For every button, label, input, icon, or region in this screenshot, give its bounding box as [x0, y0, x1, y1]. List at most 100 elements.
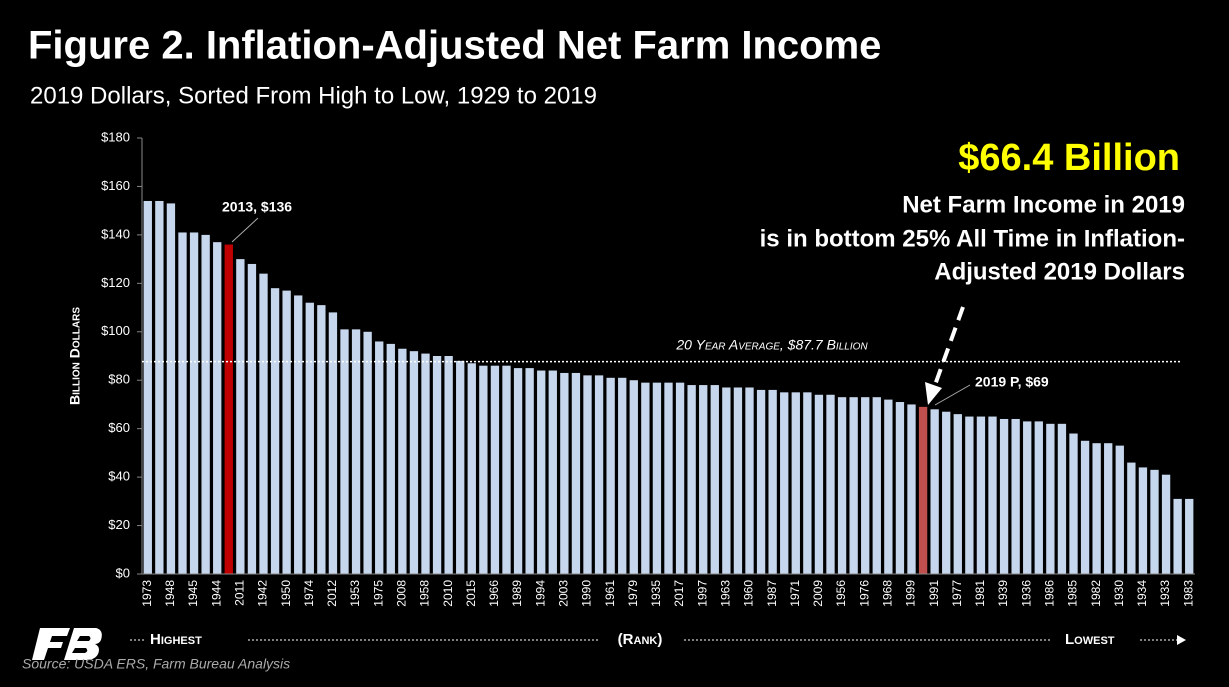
x-tick-label: 1989 — [510, 580, 524, 607]
bar — [409, 351, 419, 574]
bar — [722, 387, 731, 574]
bar — [1046, 423, 1055, 574]
bar — [351, 329, 361, 574]
x-tick-label: 1971 — [788, 580, 802, 607]
bar — [166, 203, 176, 574]
bar — [537, 370, 546, 574]
bar — [687, 385, 696, 574]
x-tick-label: 1991 — [927, 580, 941, 607]
x-tick-label: 1950 — [279, 580, 293, 607]
bar — [895, 402, 905, 574]
annotation-2013: 2013, $136 — [222, 199, 292, 215]
x-tick-label: 1985 — [1066, 580, 1080, 607]
y-tick-label: $140 — [101, 226, 130, 241]
x-tick-label: 1945 — [186, 580, 200, 607]
bar — [432, 356, 442, 574]
y-tick-label: $0 — [116, 565, 130, 580]
bar — [178, 232, 187, 574]
bar — [1092, 443, 1101, 574]
bar — [1127, 462, 1136, 574]
bar — [525, 368, 534, 574]
bar — [155, 200, 164, 574]
bar — [189, 232, 199, 574]
bar — [907, 404, 916, 574]
bar — [976, 416, 986, 574]
x-tick-label: 1977 — [950, 580, 964, 607]
x-tick-label: 1953 — [348, 580, 362, 607]
bar — [467, 363, 476, 574]
x-tick-label: 1997 — [695, 580, 709, 607]
bar — [571, 372, 581, 574]
bar — [201, 234, 210, 574]
bar — [1011, 418, 1020, 574]
leader-line — [231, 217, 259, 243]
bar — [768, 389, 777, 574]
x-tick-label: 1986 — [1043, 580, 1057, 607]
bar — [305, 302, 314, 574]
chart-subtitle: 2019 Dollars, Sorted From High to Low, 1… — [30, 82, 597, 109]
bar — [1057, 423, 1067, 574]
bar — [965, 416, 974, 574]
arrow-head — [925, 382, 942, 405]
bar — [745, 387, 754, 574]
bar — [490, 365, 500, 574]
bar — [502, 365, 511, 574]
bar — [710, 385, 719, 574]
x-tick-label: 1983 — [1181, 580, 1195, 607]
reference-label: 20 Year Average, $87.7 Billion — [675, 336, 868, 352]
x-tick-label: 1942 — [256, 580, 270, 607]
bar — [560, 372, 569, 574]
bar — [421, 353, 430, 574]
x-tick-label: 1960 — [742, 580, 756, 607]
x-tick-label: 1979 — [626, 580, 640, 607]
x-tick-label: 2011 — [233, 580, 247, 606]
x-tick-label: 1956 — [834, 580, 848, 607]
bar — [143, 200, 152, 574]
rank-high: Highest — [150, 631, 202, 648]
y-axis-label: Billion Dollars — [67, 307, 83, 405]
x-tick-label: 1999 — [904, 580, 918, 607]
y-tick-label: $100 — [101, 323, 130, 338]
bar — [224, 244, 233, 575]
rank-low: Lowest — [1065, 631, 1115, 648]
x-tick-label: 1966 — [487, 580, 501, 607]
x-tick-label: 2008 — [395, 580, 409, 607]
logo — [32, 628, 102, 660]
bar — [953, 414, 962, 574]
bar — [1150, 469, 1159, 574]
bar — [849, 397, 858, 574]
bar — [247, 263, 257, 574]
y-tick-label: $180 — [101, 129, 130, 144]
x-tick-label: 1987 — [765, 580, 779, 607]
bar — [1138, 467, 1148, 574]
y-tick-label: $20 — [108, 517, 130, 532]
y-tick-label: $160 — [101, 178, 130, 193]
bar — [930, 409, 939, 574]
x-tick-label: 1935 — [649, 580, 663, 607]
bar — [236, 259, 245, 574]
bar — [213, 242, 222, 574]
bar — [652, 382, 662, 574]
y-tick-label: $60 — [108, 420, 130, 435]
bar — [294, 295, 303, 574]
x-tick-label: 1981 — [973, 580, 987, 607]
bar — [513, 368, 523, 574]
bar — [1161, 474, 1171, 574]
bar — [884, 399, 893, 574]
x-tick-label: 1973 — [140, 580, 154, 607]
bar — [606, 377, 615, 574]
bar — [282, 290, 291, 574]
x-tick-label: 1934 — [1135, 580, 1149, 607]
x-tick-label: 2012 — [325, 580, 339, 607]
bar — [918, 406, 928, 574]
bar — [814, 394, 824, 574]
bar — [317, 305, 326, 574]
rank-middle: (Rank) — [618, 631, 663, 648]
bar — [664, 382, 673, 574]
bar — [1080, 440, 1090, 574]
x-tick-label: 1963 — [719, 580, 733, 607]
bar — [594, 375, 604, 574]
bar — [270, 288, 280, 574]
note-line: Adjusted 2019 Dollars — [934, 258, 1185, 285]
